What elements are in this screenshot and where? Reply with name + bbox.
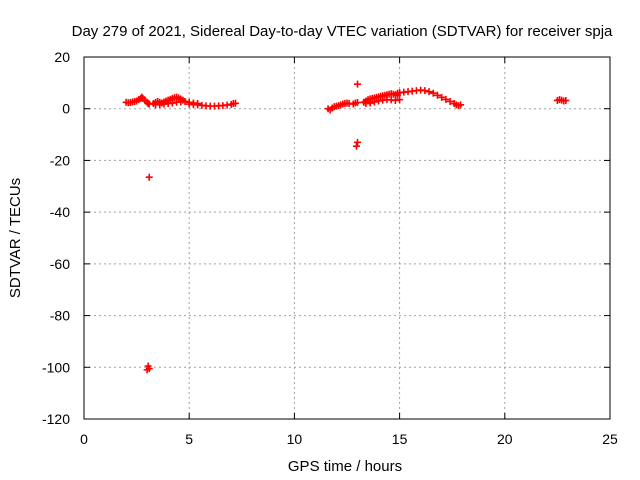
data-point (442, 95, 450, 103)
data-point (433, 91, 441, 99)
data-point (438, 93, 446, 101)
x-tick-labels: 0 5 10 15 20 25 (80, 431, 618, 447)
data-point (429, 89, 437, 97)
y-tick-label: -80 (50, 308, 70, 324)
y-tick-label: -20 (50, 152, 70, 168)
y-tick-label: 0 (62, 101, 70, 117)
data-point (421, 87, 429, 95)
x-axis-title: GPS time / hours (288, 458, 402, 475)
y-tick-labels: -120 -100 -80 -60 -40 -20 0 20 (42, 49, 70, 427)
y-tick-label: -60 (50, 256, 70, 272)
y-tick-label: -100 (42, 359, 70, 375)
data-point (231, 99, 239, 107)
y-tick-label: 20 (54, 49, 70, 65)
x-tick-label: 5 (185, 431, 193, 447)
y-tick-label: -120 (42, 411, 70, 427)
x-tick-label: 0 (80, 431, 88, 447)
data-point (425, 88, 433, 96)
axis-ticks (83, 56, 611, 420)
data-point (354, 138, 362, 146)
data-point (352, 142, 360, 150)
y-axis-title: SDTVAR / TECUs (7, 178, 24, 298)
data-point (457, 101, 465, 109)
data-points (122, 80, 570, 374)
x-tick-label: 15 (392, 431, 408, 447)
x-tick-label: 10 (287, 431, 303, 447)
x-tick-label: 20 (497, 431, 513, 447)
grid (84, 57, 610, 419)
plot-frame (83, 56, 611, 420)
x-tick-label: 25 (602, 431, 618, 447)
data-point (354, 99, 362, 107)
data-point (138, 93, 146, 101)
data-point (396, 96, 404, 104)
data-point (562, 96, 570, 104)
y-tick-label: -40 (50, 204, 70, 220)
data-point (145, 173, 153, 181)
data-point (143, 366, 151, 374)
data-point (370, 98, 378, 106)
chart-title: Day 279 of 2021, Sidereal Day-to-day VTE… (72, 23, 613, 40)
data-point (446, 97, 454, 105)
data-point (354, 80, 362, 88)
data-point (366, 99, 374, 107)
